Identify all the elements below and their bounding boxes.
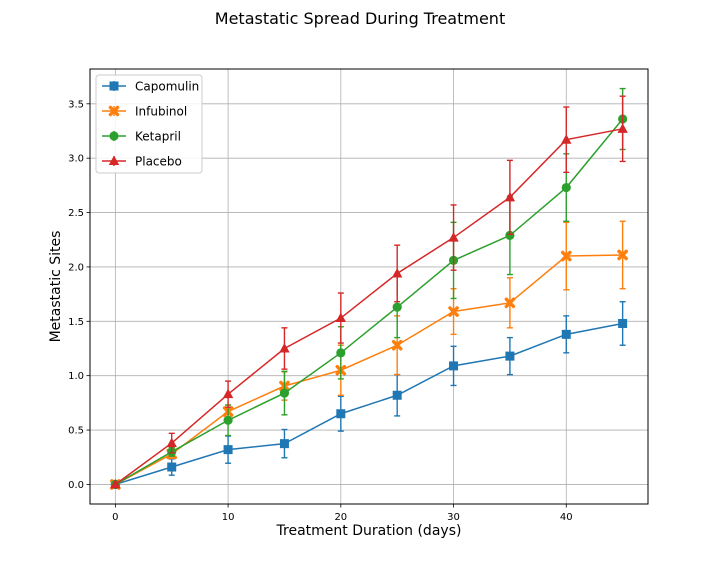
legend-marker [108,105,120,117]
legend-label: Ketapril [135,130,181,144]
series-line [115,254,623,486]
y-tick-label: 0.0 [68,480,84,491]
legend-frame [95,74,203,174]
data-point [560,250,572,262]
data-point [279,439,289,449]
x-tick-label: 40 [560,512,573,523]
y-tick-label: 2.0 [68,262,84,273]
data-point [617,249,628,261]
legend-item-capomulin: Capomulin [102,80,199,94]
y-tick-label: 1.5 [68,317,84,328]
series-infubinol [110,220,628,490]
data-point [392,302,402,312]
data-point [279,388,290,398]
data-point [110,478,121,489]
data-point [222,388,234,399]
series-line [114,118,624,486]
legend-marker [108,155,120,165]
data-point [448,232,459,242]
data-point [336,409,346,419]
axis-ticks: 0 10 20 30 40 0.0 0.5 1.0 1.5 2.0 2.5 3.0 3.5 [68,99,573,523]
x-tick-label: 10 [222,512,235,523]
data-point [561,182,571,193]
data-point [167,462,177,472]
data-point [223,415,233,425]
series-line [114,128,623,486]
y-tick-label: 1.0 [68,371,84,382]
x-tick-label: 0 [112,512,118,523]
data-point [448,306,459,317]
data-point [505,351,515,361]
series-line [115,322,623,486]
y-tick-label: 2.5 [68,208,84,219]
legend-item-ketapril: Ketapril [102,130,181,144]
y-tick-label: 0.5 [68,426,84,437]
series-ketapril [110,87,628,490]
data-point [335,312,347,323]
x-tick-label: 30 [447,512,460,523]
legend-item-placebo: Placebo [102,155,182,169]
x-tick-label: 20 [334,512,347,523]
y-tick-label: 3.5 [68,99,84,110]
legend-item-infubinol: Infubinol [102,105,187,119]
y-axis-label: Metastatic Sites [48,231,64,343]
data-point [504,191,516,202]
data-point [449,361,459,371]
legend-label: Placebo [135,155,182,169]
legend: Capomulin Infubinol Ketapril Placebo [95,74,203,174]
legend-label: Capomulin [135,80,199,94]
legend-marker [109,131,119,141]
data-point [391,267,403,278]
data-point [618,318,628,328]
legend-label: Infubinol [135,105,187,119]
data-point [279,342,290,353]
data-point [336,348,346,358]
legend-marker [109,81,119,91]
y-tick-label: 3.0 [68,154,84,165]
data-point [561,329,571,339]
data-point [392,390,402,400]
data-point [391,339,403,351]
data-point [617,123,628,133]
data-point [166,437,177,448]
plot-area-frame [89,68,649,505]
data-point [505,230,515,240]
plot-series [110,87,628,490]
x-axis-label: Treatment Duration (days) [276,523,462,539]
series-placebo [110,95,628,489]
data-point [561,134,572,144]
data-point [223,445,233,455]
chart-title: Metastatic Spread During Treatment [215,9,505,28]
data-point [504,297,516,309]
